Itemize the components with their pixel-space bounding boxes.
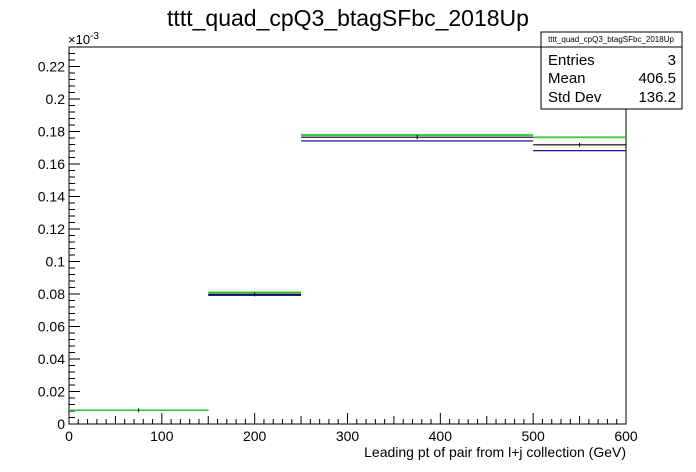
y-tick-label: 0.04 bbox=[38, 351, 65, 367]
y-tick-label: 0.22 bbox=[38, 59, 65, 75]
stats-entries-label: Entries bbox=[548, 52, 595, 69]
x-tick-label: 500 bbox=[521, 428, 545, 444]
y-tick-label: 0.2 bbox=[46, 91, 66, 107]
y-tick-label: 0 bbox=[57, 416, 65, 432]
chart-title: tttt_quad_cpQ3_btagSFbc_2018Up bbox=[167, 5, 529, 31]
stats-box-frame bbox=[540, 31, 683, 110]
y-exponent-power: -3 bbox=[90, 31, 99, 42]
series-2 bbox=[69, 134, 626, 411]
y-tick-label: 0.02 bbox=[38, 384, 65, 400]
stats-mean-label: Mean bbox=[548, 70, 586, 87]
y-tick-label: 0.16 bbox=[38, 156, 65, 172]
y-tick-label: 0.14 bbox=[38, 189, 65, 205]
y-exponent-base: ×10 bbox=[68, 32, 90, 47]
stats-stddev-label: Std Dev bbox=[548, 89, 602, 106]
x-axis: 0 100 200 300 400 500 600 bbox=[65, 413, 638, 444]
series-layer bbox=[69, 133, 626, 413]
stats-entries-value: 3 bbox=[668, 52, 676, 69]
stats-mean-value: 406.5 bbox=[638, 70, 676, 87]
y-axis: 0 0.02 0.04 0.06 0.08 0.1 0.12 0.14 0.16 0.18 0.2 0… bbox=[38, 46, 80, 432]
y-tick-label: 0.1 bbox=[46, 254, 66, 270]
stats-stddev-value: 136.2 bbox=[638, 89, 676, 106]
x-tick-label: 200 bbox=[243, 428, 267, 444]
y-tick-label: 0.06 bbox=[38, 319, 65, 335]
stats-box: tttt_quad_cpQ3_btagSFbc_2018Up Entries 3… bbox=[540, 31, 683, 110]
stats-box-title: tttt_quad_cpQ3_btagSFbc_2018Up bbox=[548, 35, 674, 44]
series-3 bbox=[69, 133, 626, 411]
x-tick-label: 400 bbox=[429, 428, 453, 444]
y-tick-label: 0.08 bbox=[38, 286, 65, 302]
x-tick-label: 0 bbox=[65, 428, 73, 444]
y-tick-label: 0.18 bbox=[38, 124, 65, 140]
x-tick-label: 600 bbox=[614, 428, 638, 444]
series-1 bbox=[69, 140, 626, 411]
x-tick-label: 300 bbox=[336, 428, 360, 444]
x-tick-label: 100 bbox=[150, 428, 174, 444]
y-tick-label: 0.12 bbox=[38, 221, 65, 237]
series-0 bbox=[69, 136, 626, 411]
x-axis-title: Leading pt of pair from l+j collection (… bbox=[364, 444, 626, 460]
y-exponent-label: ×10-3 bbox=[68, 31, 99, 47]
